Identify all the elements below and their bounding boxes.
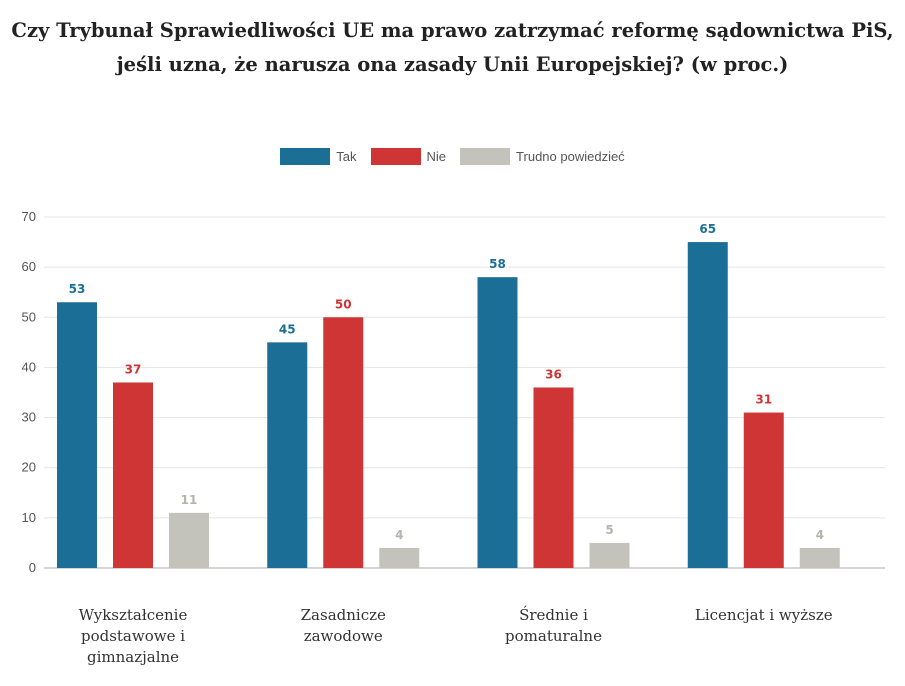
data-label: 11 [181, 493, 198, 507]
y-tick-label: 70 [22, 209, 36, 224]
data-label: 31 [755, 393, 772, 407]
title-line-1: Czy Trybunał Sprawiedliwości UE ma prawo… [11, 19, 894, 42]
bar-1-1 [323, 317, 364, 568]
data-label: 37 [125, 362, 142, 376]
data-label: 4 [395, 528, 403, 542]
data-label: 45 [279, 322, 296, 336]
bar-2-0 [477, 277, 518, 568]
category-label: Wykształcenie [79, 606, 188, 624]
legend-label-tak: Tak [336, 149, 357, 164]
bar-0-1 [113, 382, 153, 568]
data-label: 4 [816, 528, 824, 542]
data-label: 65 [699, 222, 716, 236]
category-label: gimnazjalne [87, 648, 179, 666]
category-label: Zasadnicze [301, 606, 386, 624]
category-label: Licencjat i wyższe [695, 606, 833, 624]
legend-swatch-tak [280, 148, 331, 165]
legend-item-nie[interactable]: Nie [370, 148, 447, 165]
legend: Tak Nie Trudno powiedzieć [0, 148, 905, 165]
data-label: 53 [69, 282, 86, 296]
bar-2-1 [533, 387, 574, 568]
bar-3-2 [799, 547, 840, 568]
legend-label-trudno: Trudno powiedzieć [516, 149, 625, 164]
bar-0-2 [169, 512, 209, 568]
bar-3-1 [743, 412, 784, 568]
y-tick-label: 30 [22, 410, 36, 425]
y-tick-label: 0 [29, 560, 36, 575]
data-label: 36 [545, 367, 562, 381]
chart-title: Czy Trybunał Sprawiedliwości UE ma prawo… [0, 14, 905, 82]
bar-3-0 [687, 242, 728, 569]
category-label: Średnie i [519, 606, 588, 624]
bar-1-0 [267, 342, 308, 568]
bar-2-2 [589, 542, 630, 568]
legend-swatch-nie [370, 148, 421, 165]
y-tick-label: 10 [22, 510, 36, 525]
category-label: zawodowe [304, 627, 383, 645]
bar-0-0 [57, 302, 97, 568]
bar-1-2 [379, 547, 420, 568]
y-tick-label: 60 [22, 259, 36, 274]
category-label: pomaturalne [505, 627, 602, 645]
legend-swatch-trudno [460, 148, 511, 165]
data-label: 58 [489, 257, 506, 271]
y-tick-label: 40 [22, 359, 36, 374]
legend-label-nie: Nie [426, 149, 447, 164]
data-label: 5 [605, 523, 613, 537]
y-tick-label: 20 [22, 460, 36, 475]
title-line-2: jeśli uzna, że narusza ona zasady Unii E… [116, 53, 789, 76]
category-label: podstawowe i [81, 627, 185, 645]
legend-item-trudno[interactable]: Trudno powiedzieć [460, 148, 625, 165]
y-tick-label: 50 [22, 309, 36, 324]
data-label: 50 [335, 297, 352, 311]
legend-item-tak[interactable]: Tak [280, 148, 357, 165]
